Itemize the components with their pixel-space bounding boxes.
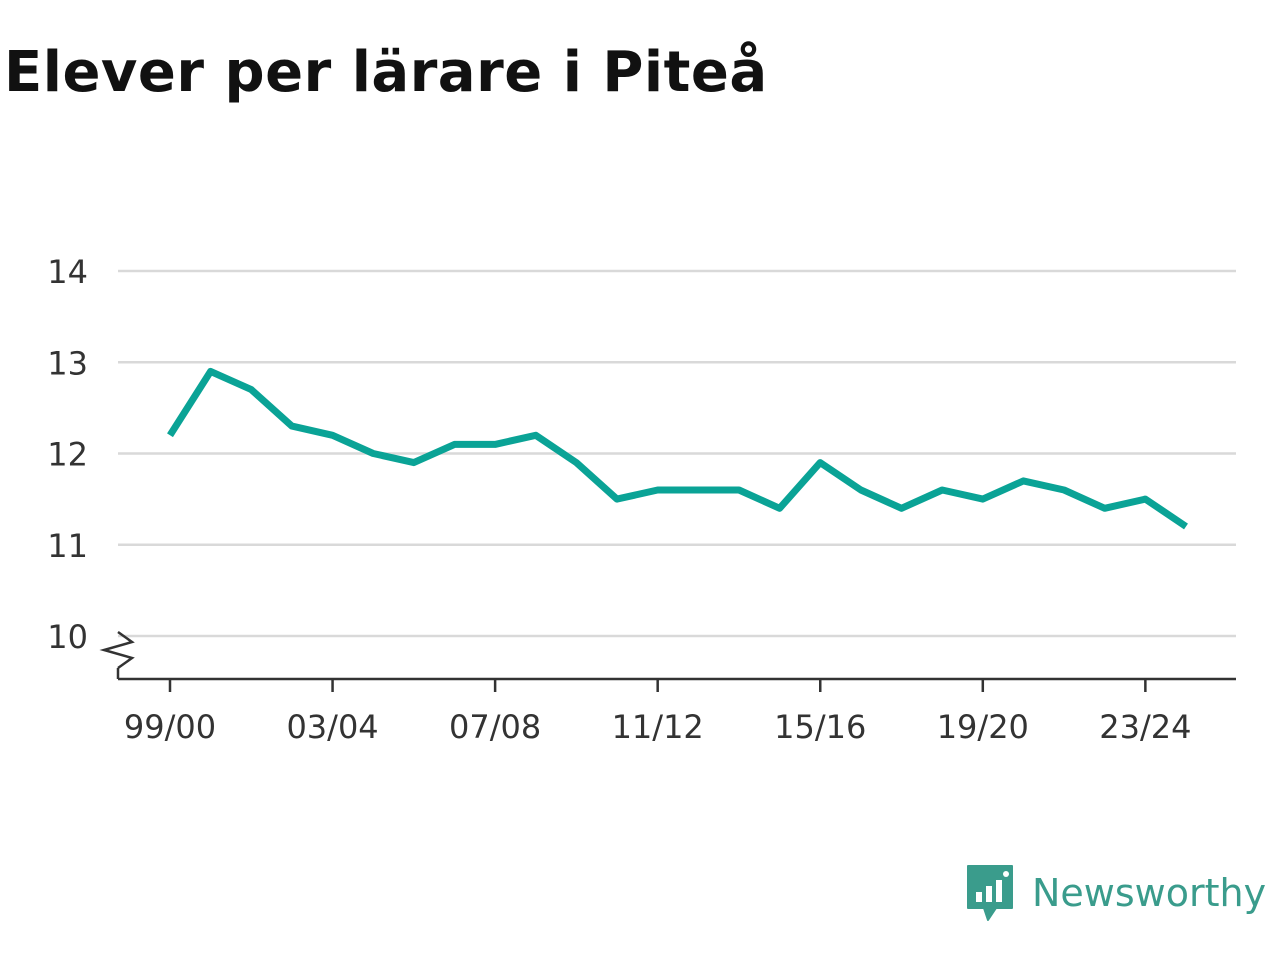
x-tick-label: 15/16 xyxy=(774,708,866,746)
newsworthy-logo-icon xyxy=(967,865,1013,921)
x-tick-label: 11/12 xyxy=(612,708,704,746)
newsworthy-logo: Newsworthy xyxy=(964,862,1266,924)
brand-name: Newsworthy xyxy=(1032,871,1267,915)
series-line xyxy=(167,367,1188,530)
x-tick-label: 03/04 xyxy=(286,708,378,746)
y-tick-label: 14 xyxy=(47,253,88,291)
y-tick-label: 10 xyxy=(47,618,88,656)
y-tick-label: 13 xyxy=(47,344,88,382)
x-axis xyxy=(99,630,1236,692)
x-tick-label: 19/20 xyxy=(937,708,1029,746)
y-tick-labels: 10 11 12 13 14 xyxy=(47,253,88,656)
y-tick-label: 12 xyxy=(47,436,88,474)
x-tick-labels: 99/00 03/04 07/08 11/12 15/16 19/20 23/24 xyxy=(124,708,1192,746)
grid-lines xyxy=(118,269,1236,638)
x-tick-label: 07/08 xyxy=(449,708,541,746)
chart-title: Elever per lärare i Piteå xyxy=(4,40,768,105)
axis-break-icon xyxy=(99,630,135,670)
x-tick-label: 23/24 xyxy=(1099,708,1191,746)
y-tick-label: 11 xyxy=(47,527,88,565)
x-tick-label: 99/00 xyxy=(124,708,216,746)
